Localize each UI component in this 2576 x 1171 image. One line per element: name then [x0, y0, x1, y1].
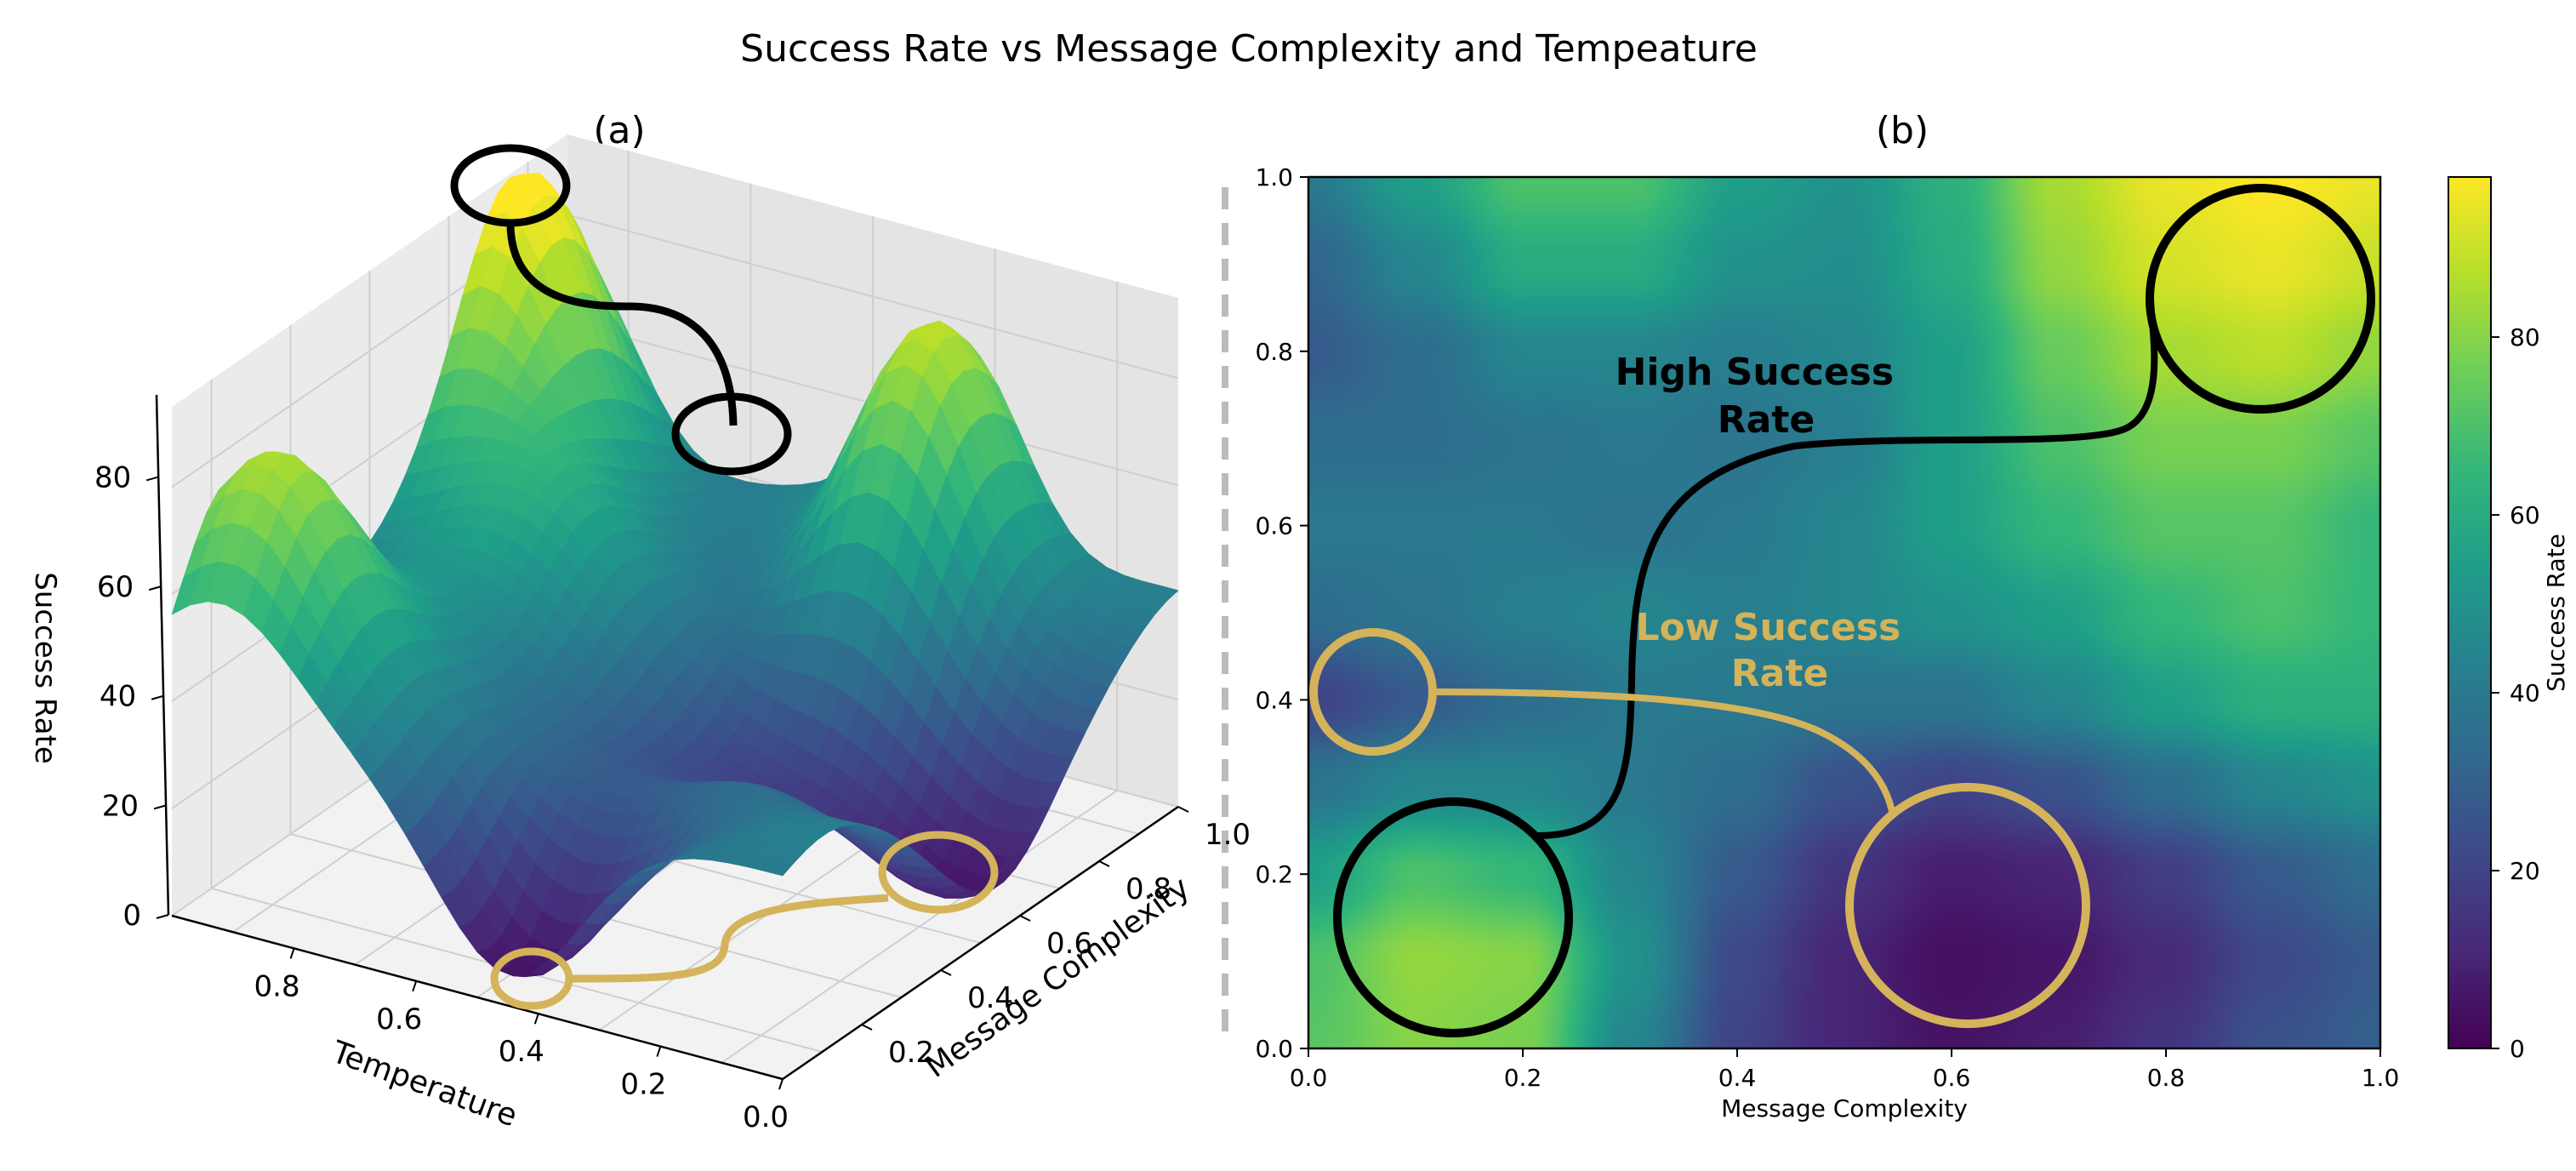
heatmap-image — [1308, 177, 2380, 1048]
y-tick-mark-3d — [1177, 806, 1189, 813]
colorbar-tick-label: 0 — [2510, 1035, 2525, 1063]
low-annotation-text: Low Success Rate — [1636, 606, 1914, 695]
surface-patch — [764, 858, 795, 877]
y-tick-mark-3d — [861, 1024, 873, 1031]
low-marker-trough — [490, 947, 573, 1010]
heatmap-ticks: 0.0 0.2 0.4 0.6 0.8 1.0 0.0 0.2 0.4 0.6 0.8 1.0 — [1255, 163, 2399, 1092]
x-tick-label-3d: 0.0 — [743, 1100, 789, 1134]
high-annotation-text: High Success Rate — [1616, 351, 1907, 442]
axes-3d: 0.0 0.2 0.4 0.6 0.8 0.2 0.4 0.6 0.8 1.0 0 20 40 60 80 — [94, 394, 1251, 1134]
x-tick-label: 1.0 — [2362, 1064, 2400, 1092]
y-tick-mark-3d — [1019, 915, 1031, 922]
heatmap-plot: 0.0 0.2 0.4 0.6 0.8 1.0 0.0 0.2 0.4 0.6 0.8 1.0 Mes… — [1255, 163, 2570, 1122]
high-circle-top-right — [2146, 184, 2375, 414]
y-tick-mark-3d — [940, 969, 952, 976]
x-tick-label: 0.2 — [1504, 1064, 1542, 1092]
low-annotation-line1: Low Success — [1636, 606, 1901, 649]
z-tick-mark-3d — [151, 694, 164, 700]
colorbar-ticks: 0 20 40 60 80 — [2491, 323, 2540, 1063]
x-tick-label: 0.4 — [1718, 1064, 1757, 1092]
colorbar-label: Success Rate — [2542, 534, 2570, 692]
high-annotation-line1: High Success — [1616, 351, 1894, 394]
z-tick-label-3d: 40 — [100, 680, 136, 714]
z-tick-mark-3d — [153, 804, 167, 810]
low-circle-bottom — [1845, 783, 2090, 1028]
surface-annotations — [450, 144, 999, 1010]
y-tick-label: 0.0 — [1255, 1035, 1293, 1063]
x-tick-label-3d: 0.4 — [499, 1035, 544, 1069]
y-tick-label-3d: 0.2 — [888, 1036, 934, 1070]
y-tick-label: 0.4 — [1255, 686, 1293, 714]
x-tick-label-3d: 0.6 — [376, 1002, 422, 1037]
low-connector-b — [1432, 688, 1896, 816]
z-tick-label-3d: 0 — [123, 899, 141, 933]
x-axis-line — [171, 914, 784, 1081]
x-axis-label: Temperature — [327, 1035, 521, 1134]
x-tick-label: 0.0 — [1290, 1064, 1328, 1092]
colorbar-tick-label: 60 — [2510, 501, 2540, 529]
z-tick-mark-3d — [148, 586, 162, 591]
y-tick-label-3d: 0.6 — [1046, 927, 1092, 961]
x-tick-mark-3d — [778, 1078, 784, 1090]
y-axis-line — [782, 805, 1179, 1081]
colorbar-tick-label: 40 — [2510, 679, 2540, 707]
x-tick-mark-3d — [533, 1013, 539, 1025]
y-tick-mark-3d — [1098, 860, 1110, 867]
low-circle-left — [1309, 628, 1437, 756]
high-marker-peak — [450, 144, 571, 227]
x-tick-mark-3d — [656, 1046, 662, 1057]
low-connector-a — [567, 894, 889, 983]
y-tick-label: 0.2 — [1255, 860, 1293, 888]
y-tick-label: 1.0 — [1255, 163, 1293, 191]
low-marker-trough-right — [878, 831, 999, 914]
z-tick-label-3d: 80 — [94, 460, 131, 494]
z-axis-line — [155, 394, 170, 916]
heatmap-x-label: Message Complexity — [1721, 1094, 1968, 1122]
surface-3d-plot: 0.00.20.40.60.80.20.40.60.81.0020406080 … — [28, 134, 1251, 1134]
x-tick-mark-3d — [289, 948, 295, 959]
high-annotation-line2: Rate — [1718, 398, 1815, 442]
z-tick-mark-3d — [145, 476, 159, 482]
y-tick-label: 0.8 — [1255, 338, 1293, 366]
y-tick-label-3d: 1.0 — [1205, 818, 1251, 852]
low-annotation-line2: Rate — [1731, 652, 1828, 695]
colorbar: 0 20 40 60 80 Success Rate — [2448, 176, 2570, 1063]
high-connector-a — [506, 222, 738, 426]
x-tick-label: 0.8 — [2147, 1064, 2186, 1092]
high-connector-b — [1537, 299, 2158, 839]
figure-title: Success Rate vs Message Complexity and T… — [740, 27, 1758, 71]
high-marker-second-peak — [671, 392, 792, 476]
x-tick-label: 0.6 — [1933, 1064, 1971, 1092]
y-tick-label-3d: 0.8 — [1126, 872, 1171, 906]
colorbar-tick-label: 80 — [2510, 323, 2540, 351]
y-tick-label-3d: 0.4 — [967, 981, 1013, 1015]
x-tick-label-3d: 0.8 — [254, 969, 300, 1003]
x-tick-label-3d: 0.2 — [620, 1068, 666, 1102]
colorbar-gradient — [2448, 176, 2492, 1049]
z-tick-label-3d: 60 — [97, 570, 134, 604]
heatmap-annotations: High Success Rate Low Success Rate — [1309, 184, 2375, 1037]
surface-mesh — [171, 172, 1179, 978]
high-circle-bottom-left — [1333, 797, 1573, 1037]
z-tick-mark-3d — [156, 914, 169, 919]
x-tick-mark-3d — [412, 980, 418, 992]
z-axis-label: Success Rate — [28, 572, 62, 764]
y-tick-label: 0.6 — [1255, 512, 1293, 540]
z-tick-label-3d: 20 — [102, 789, 139, 823]
heatmap-frame — [1307, 175, 2382, 1050]
colorbar-tick-label: 20 — [2510, 857, 2540, 885]
panel-b-label: (b) — [1876, 109, 1929, 152]
